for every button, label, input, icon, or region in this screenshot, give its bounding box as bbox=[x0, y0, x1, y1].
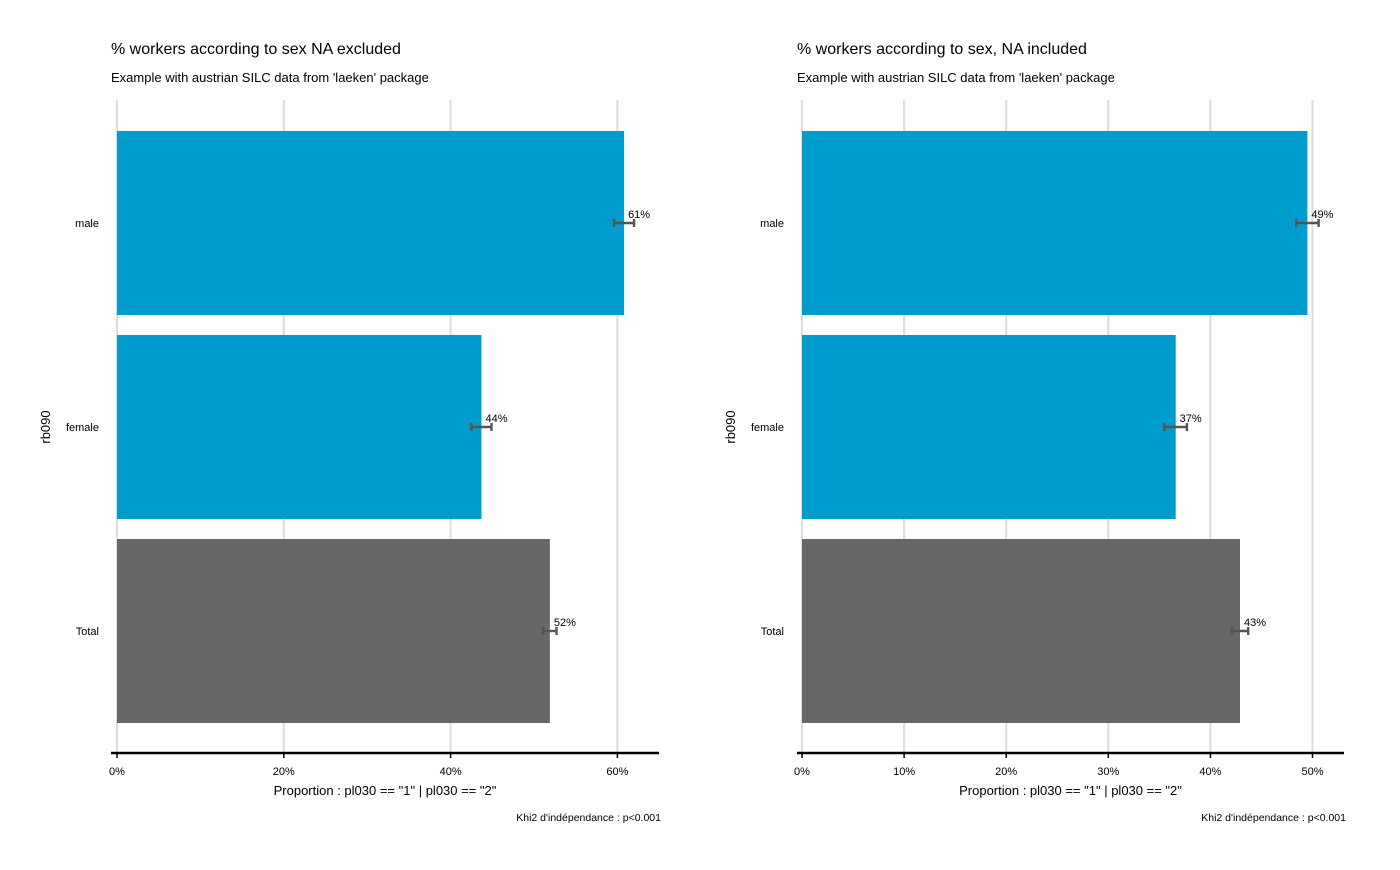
panel2-bar-total bbox=[802, 539, 1241, 723]
panel2-chart-subtitle: Example with austrian SILC data from 'la… bbox=[797, 70, 1115, 85]
panel1-data-label-total: 52% bbox=[554, 617, 576, 629]
panel2-chart-title: % workers according to sex, NA included bbox=[797, 41, 1087, 58]
panel1-x-tick-label: 40% bbox=[440, 766, 462, 778]
panel2-x-tick-label: 30% bbox=[1097, 766, 1119, 778]
panel1-bar-female bbox=[117, 335, 482, 519]
panel1-chart-subtitle: Example with austrian SILC data from 'la… bbox=[111, 70, 429, 85]
panel2-x-tick-label: 40% bbox=[1199, 766, 1221, 778]
panel2-category-label: male bbox=[760, 218, 784, 230]
panel2-chart-caption: Khi2 d'indépendance : p<0.001 bbox=[1201, 812, 1346, 824]
panel2-x-tick-label: 10% bbox=[893, 766, 915, 778]
panel1-data-label-male: 61% bbox=[628, 209, 650, 221]
panel1-chart-caption: Khi2 d'indépendance : p<0.001 bbox=[516, 812, 661, 824]
panel1-x-axis-title: Proportion : pl030 == "1" | pl030 == "2" bbox=[274, 783, 497, 798]
panel1-y-axis-title: rb090 bbox=[38, 410, 53, 443]
panel1-x-tick-label: 0% bbox=[109, 766, 125, 778]
panel2-category-label: Total bbox=[761, 626, 784, 638]
panel2-errorbar-female bbox=[1163, 423, 1189, 431]
panel1-category-label: Total bbox=[76, 626, 99, 638]
panel1-bar-total bbox=[117, 539, 550, 723]
panel2-bar-female bbox=[802, 335, 1176, 519]
panel1-bar-male bbox=[117, 131, 625, 315]
panel1-errorbar-total bbox=[541, 627, 558, 635]
panel1-data-label-female: 44% bbox=[485, 413, 507, 425]
panel2-x-tick-label: 50% bbox=[1301, 766, 1323, 778]
panel1-errorbar-female bbox=[470, 423, 493, 431]
panel2-data-label-female: 37% bbox=[1180, 413, 1202, 425]
panel2-errorbar-total bbox=[1230, 627, 1250, 635]
panel1-category-label: male bbox=[75, 218, 99, 230]
panel2-data-label-total: 43% bbox=[1244, 617, 1266, 629]
panel2-data-label-male: 49% bbox=[1311, 209, 1333, 221]
panel2-errorbar-male bbox=[1294, 219, 1320, 227]
panel1-category-label: female bbox=[66, 422, 99, 434]
panel2-category-label: female bbox=[751, 422, 784, 434]
panel2-x-tick-label: 20% bbox=[995, 766, 1017, 778]
panel2-x-axis-title: Proportion : pl030 == "1" | pl030 == "2" bbox=[959, 783, 1182, 798]
panel1-x-tick-label: 20% bbox=[273, 766, 295, 778]
panel1-errorbar-male bbox=[612, 219, 636, 227]
panel1-chart-title: % workers according to sex NA excluded bbox=[111, 41, 401, 58]
panel2-bar-male bbox=[802, 131, 1308, 315]
panel1-x-tick-label: 60% bbox=[606, 766, 628, 778]
panel2-y-axis-title: rb090 bbox=[723, 410, 738, 443]
panel2-x-tick-label: 0% bbox=[794, 766, 810, 778]
